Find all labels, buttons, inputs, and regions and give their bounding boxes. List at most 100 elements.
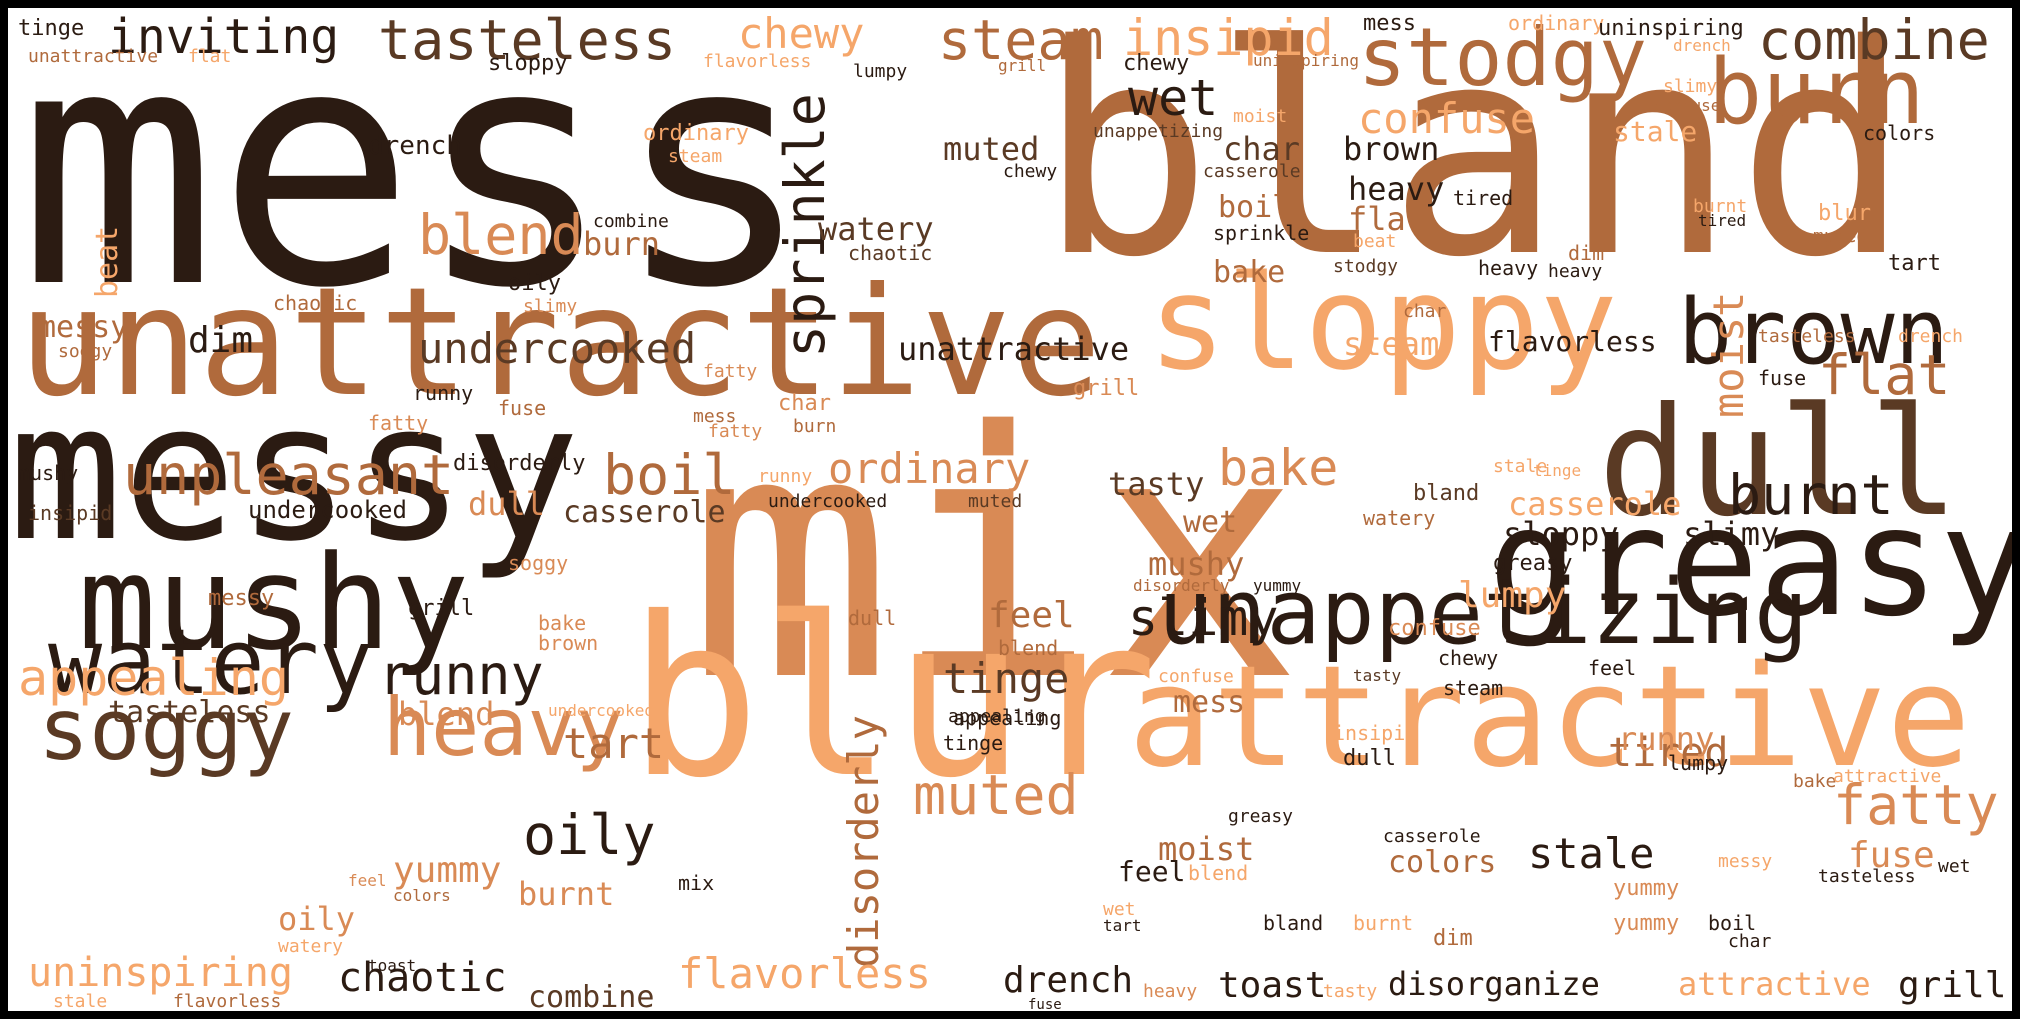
word-dim-xs: dim [1568, 241, 1605, 265]
word-grill-xs2: grill [998, 56, 1047, 75]
word-mushy: mushy [78, 527, 470, 679]
word-chewy-xs: chewy [1438, 646, 1499, 670]
word-sloppy-md: sloppy [1503, 515, 1619, 553]
word-unattractive-md: unattractive [898, 330, 1130, 368]
word-appealing: appealing [18, 649, 289, 707]
word-messy-xs: messy [208, 586, 275, 611]
word-runny-xs2: runny [758, 466, 813, 487]
word-flavorless: flavorless [678, 949, 931, 998]
word-stodgy: stodgy [1358, 11, 1647, 104]
word-heavy-xs2: heavy [1478, 256, 1539, 280]
word-bake: bake [1218, 439, 1339, 497]
word-appealing-sm: appealing [953, 706, 1062, 730]
word-undercooked: undercooked [418, 324, 697, 373]
word-watery: watery [48, 610, 374, 715]
word-mix-sm: mix [678, 871, 715, 895]
word-chewy-sm2: chewy [1003, 161, 1058, 182]
word-flavorless-sm: flavorless [1488, 325, 1657, 358]
word-flavorless-xs2: flavorless [703, 51, 812, 72]
word-undercooked-xs2: undercooked [548, 701, 654, 720]
word-muted: muted [913, 763, 1079, 827]
word-toast: toast [1218, 965, 1327, 1006]
word-mix: mix [688, 360, 1303, 756]
word-feel-md: feel [1118, 855, 1186, 888]
word-heavy-xs3: heavy [1548, 261, 1603, 282]
word-blend-xs: blend [998, 636, 1059, 660]
word-bland-xs: bland [1413, 481, 1480, 506]
word-greasy: greasy [1488, 476, 2012, 650]
word-chewy: chewy [738, 9, 865, 58]
word-moist: moist [1704, 291, 1753, 418]
word-lumpy-xs: lumpy [853, 61, 908, 82]
word-soggy-xs: soggy [508, 551, 569, 575]
word-wet-sm: wet [1938, 856, 1971, 877]
word-fatty: fatty [1833, 773, 1999, 837]
word-tart-xs: tart [1103, 916, 1142, 935]
word-toast-xs: toast [368, 956, 417, 975]
word-steam-sm: steam [668, 146, 723, 167]
word-colors-xs: colors [393, 886, 451, 905]
word-tart-sm: tart [1888, 251, 1941, 276]
word-attractive: attractive [1128, 636, 1971, 799]
word-dull: dull [1598, 376, 1960, 550]
word-stale-sm: stale [1613, 115, 1698, 148]
word-dull-sm: dull [468, 485, 546, 523]
word-flat-md: flat [1348, 200, 1426, 238]
word-inviting: inviting [108, 9, 340, 65]
word-casserole-md: casserole [563, 495, 726, 530]
word-soggy-sm: soggy [58, 341, 113, 362]
word-stale: stale [1528, 829, 1655, 878]
word-yummy-sm2: yummy [1613, 876, 1680, 901]
word-blur-sm: blur [1818, 201, 1871, 226]
word-fatty-xs: fatty [708, 421, 763, 442]
word-bake-xs: bake [1793, 771, 1837, 792]
word-disorderly-xs: disorderly [1133, 576, 1230, 595]
word-casserole-sm: casserole [1383, 826, 1481, 847]
word-ordinary-sm: ordinary [643, 121, 749, 146]
word-tired-xs2: tired [1698, 211, 1747, 230]
word-bake-sm2: bake [538, 611, 587, 635]
word-oily-xs: oily [508, 271, 561, 296]
word-muted-sm: muted [943, 130, 1040, 168]
word-blend-md: blend [398, 695, 495, 733]
word-tart: tart [563, 719, 665, 768]
word-slimy: slimy [1128, 589, 1279, 647]
word-ordinary-xs: ordinary [1508, 11, 1605, 35]
word-beat: beat [90, 225, 125, 298]
word-wet: wet [1128, 69, 1219, 127]
word-drench-sm: drench [368, 131, 462, 161]
word-unattractive-sm: unattractive [28, 46, 159, 67]
word-dim: dim [188, 320, 254, 361]
word-confuse-xs: confuse [1158, 666, 1234, 687]
word-stale-xs: stale [53, 991, 108, 1011]
word-colors: colors [1388, 845, 1497, 880]
word-confuse-sm: confuse [1388, 616, 1481, 641]
word-soggy: soggy [38, 681, 294, 780]
word-blur: blur [628, 570, 1158, 826]
word-slimy-sm: slimy [1683, 515, 1780, 553]
word-mushy-sm: mushy [18, 461, 79, 485]
word-uninspiring-xs: uninspiring [1253, 51, 1359, 70]
word-boil-sm: boil [1218, 190, 1291, 225]
word-insipid-xs: insipid [1333, 721, 1418, 745]
word-tasty-xs: tasty [1323, 981, 1378, 1002]
word-greasy-sm: greasy [1493, 551, 1573, 576]
word-casserole: casserole [1508, 485, 1682, 523]
word-muted-xs2: muted [968, 491, 1023, 512]
word-wet-md: wet [1183, 505, 1238, 540]
word-fatty-xs2: fatty [703, 361, 758, 382]
word-char-xs: char [1728, 931, 1772, 952]
word-runny-sm: runny [1618, 720, 1715, 758]
word-stale-xs2: stale [1493, 456, 1548, 477]
word-attractive-sm: attractive [1833, 766, 1942, 787]
word-flat-sm: flat [188, 46, 232, 67]
word-watery-xs: watery [278, 936, 344, 957]
word-tinge-sm: tinge [18, 16, 85, 41]
word-stodgy-sm: stodgy [1333, 256, 1399, 277]
word-tasty-xs2: tasty [1353, 666, 1402, 685]
word-burn: burn [1708, 40, 1925, 145]
word-attractive-md: attractive [1678, 965, 1871, 1003]
word-heavy-sm: heavy [1348, 170, 1445, 208]
word-insipid-sm: insipid [28, 501, 113, 525]
word-messy-md: messy [38, 310, 129, 345]
